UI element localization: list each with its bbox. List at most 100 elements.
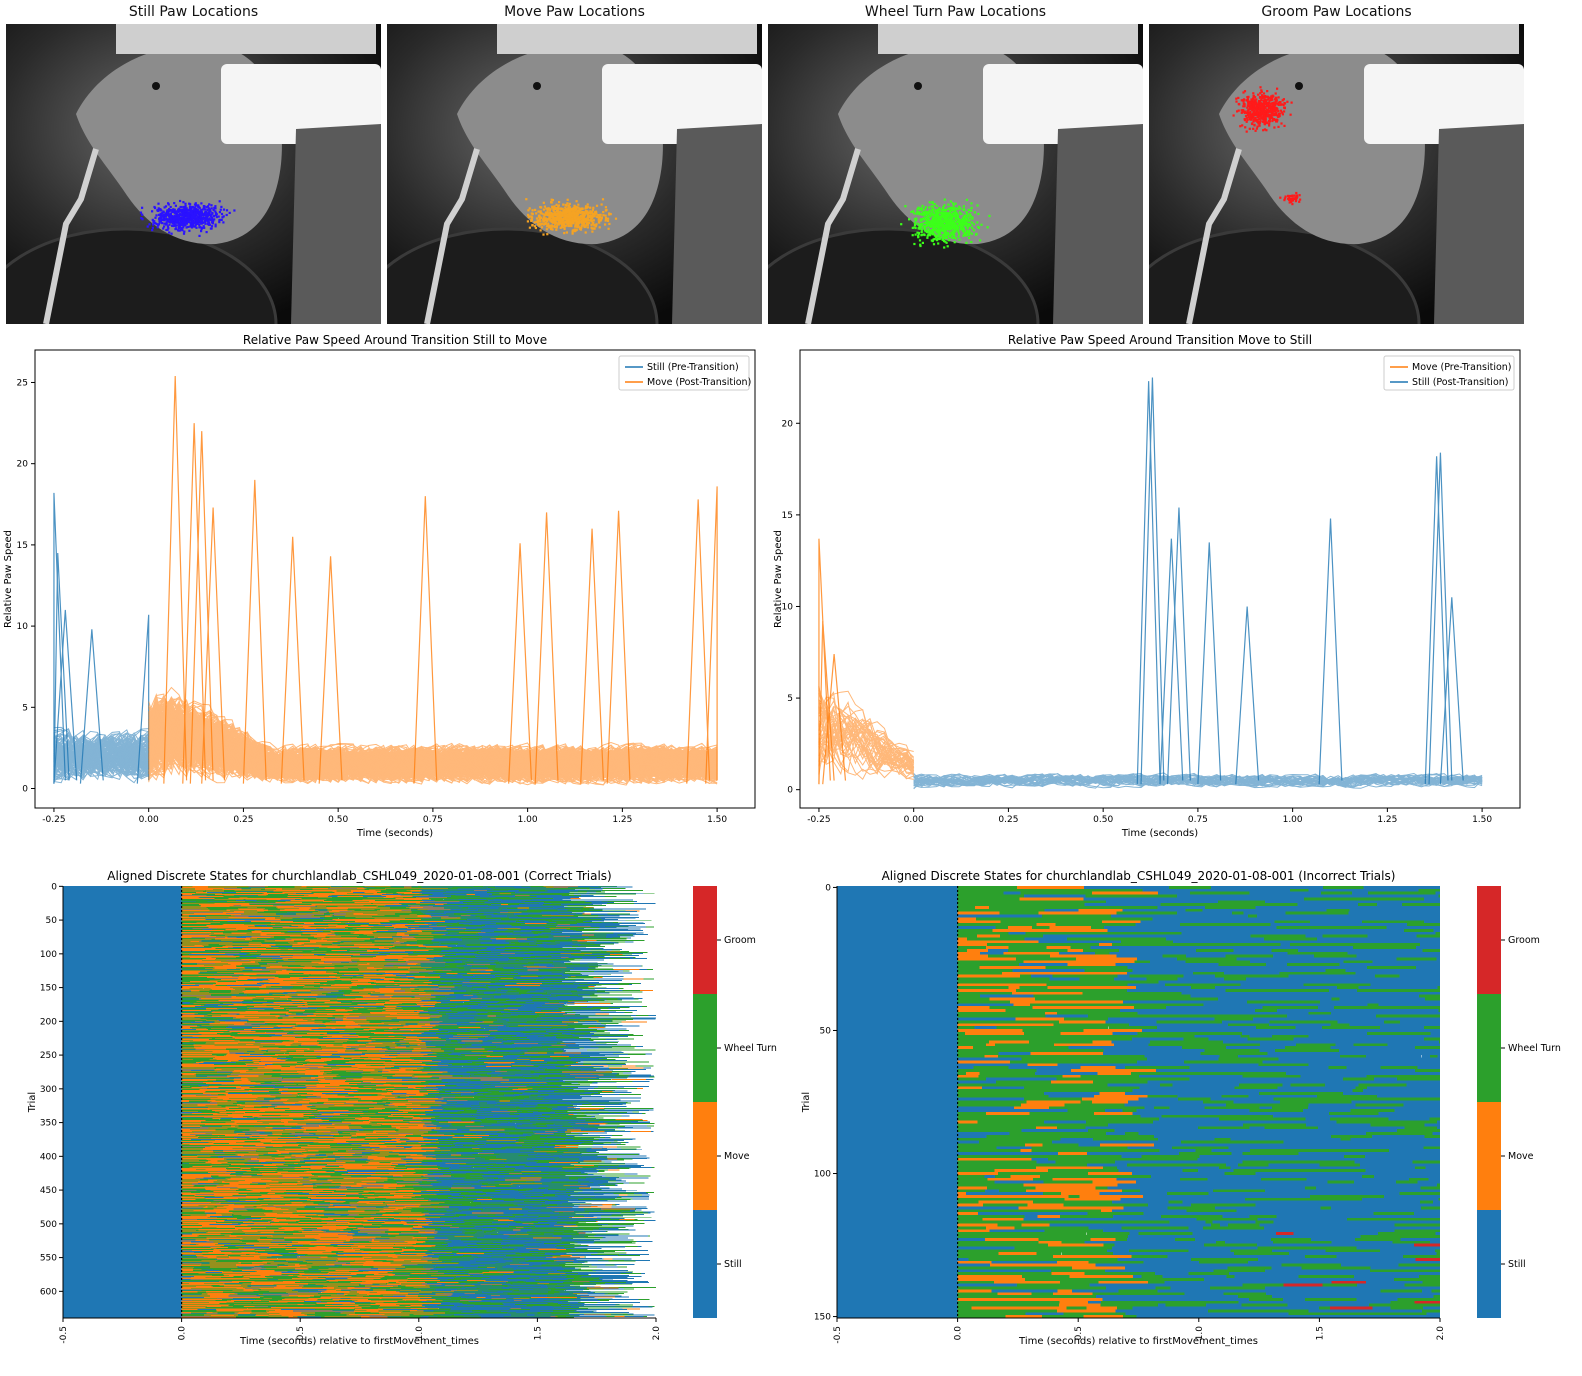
paw-point [962, 223, 965, 226]
cell [181, 887, 200, 889]
cell [323, 913, 333, 915]
cell-still [63, 913, 182, 914]
cell [288, 894, 296, 896]
cell [360, 925, 369, 927]
cell [335, 925, 355, 927]
cell-still [63, 891, 182, 893]
cell [549, 931, 563, 933]
cell [571, 902, 592, 904]
paw-point [177, 208, 180, 211]
cell [417, 916, 449, 918]
cell [363, 894, 382, 896]
cell [300, 921, 335, 923]
cell [380, 890, 411, 892]
cell [446, 929, 465, 931]
paw-point [1283, 124, 1286, 127]
paw-point [577, 217, 580, 221]
paw-point [605, 218, 608, 221]
cell [211, 888, 242, 890]
cell-still [63, 929, 182, 931]
cell [542, 933, 551, 935]
cell [510, 908, 531, 910]
cell [325, 936, 339, 938]
cell [271, 921, 297, 923]
paw-point [954, 211, 957, 214]
paw-point [1250, 103, 1253, 106]
cell [317, 910, 340, 912]
paw-point [207, 207, 210, 210]
cell [252, 898, 288, 900]
paw-point [1264, 106, 1267, 109]
cell [325, 918, 339, 920]
cell [373, 886, 404, 888]
paw-point [953, 219, 957, 222]
peak-trace [413, 496, 438, 784]
cell [458, 937, 483, 939]
line-chart: Relative Paw Speed Around Transition Sti… [3, 333, 756, 839]
lick-spout [805, 148, 861, 324]
cell [575, 922, 603, 924]
cell [421, 912, 439, 914]
paw-point [922, 226, 925, 229]
cell [599, 904, 606, 906]
paw-point [1263, 120, 1267, 123]
paw-point [952, 232, 955, 235]
cell [220, 893, 254, 895]
paw-point [1268, 99, 1271, 102]
paw-point [933, 232, 936, 236]
paw-point [969, 213, 972, 216]
cell [202, 888, 224, 889]
cell [222, 902, 251, 904]
cell [339, 910, 353, 912]
paw-point [196, 222, 199, 225]
paw-point [160, 215, 163, 218]
cell [388, 929, 412, 931]
cell [414, 921, 445, 923]
paw-point [1255, 127, 1258, 130]
cell [405, 906, 424, 908]
cell [604, 896, 617, 898]
paw-point [189, 222, 192, 225]
cell [395, 898, 430, 900]
cell [597, 915, 620, 917]
cell [346, 913, 354, 915]
paw-point [953, 236, 956, 239]
cell [458, 898, 486, 900]
paw-point [1284, 195, 1287, 198]
cell [199, 897, 223, 899]
cell [592, 909, 603, 911]
cell [363, 896, 387, 898]
paw-point [931, 240, 934, 243]
cell [395, 899, 404, 901]
cell [343, 894, 364, 896]
paw-point [210, 213, 213, 216]
paw-point [960, 222, 963, 225]
photo-panel-still: Still Paw Locations [6, 0, 381, 324]
cell [258, 911, 273, 913]
paw-point [549, 216, 552, 219]
paw-point [931, 213, 934, 217]
cell [199, 904, 220, 906]
cell [625, 919, 643, 921]
paw-point [572, 212, 575, 215]
cell [458, 931, 486, 933]
paw-point [156, 226, 159, 229]
cell [205, 890, 235, 892]
paw-point [935, 209, 938, 212]
cell [386, 889, 420, 891]
cell [450, 931, 481, 933]
cell [386, 892, 399, 894]
cell-still [63, 901, 182, 903]
paw-point [575, 208, 578, 211]
cell [451, 923, 469, 925]
cell [205, 937, 222, 939]
paw-point [193, 222, 196, 225]
paw-point [921, 222, 924, 225]
paw-point [1256, 110, 1259, 114]
paw-point [1266, 103, 1269, 106]
cell [389, 917, 423, 919]
cell [419, 905, 435, 907]
paw-point [1264, 112, 1267, 115]
cell [456, 921, 473, 923]
cell [569, 937, 582, 939]
